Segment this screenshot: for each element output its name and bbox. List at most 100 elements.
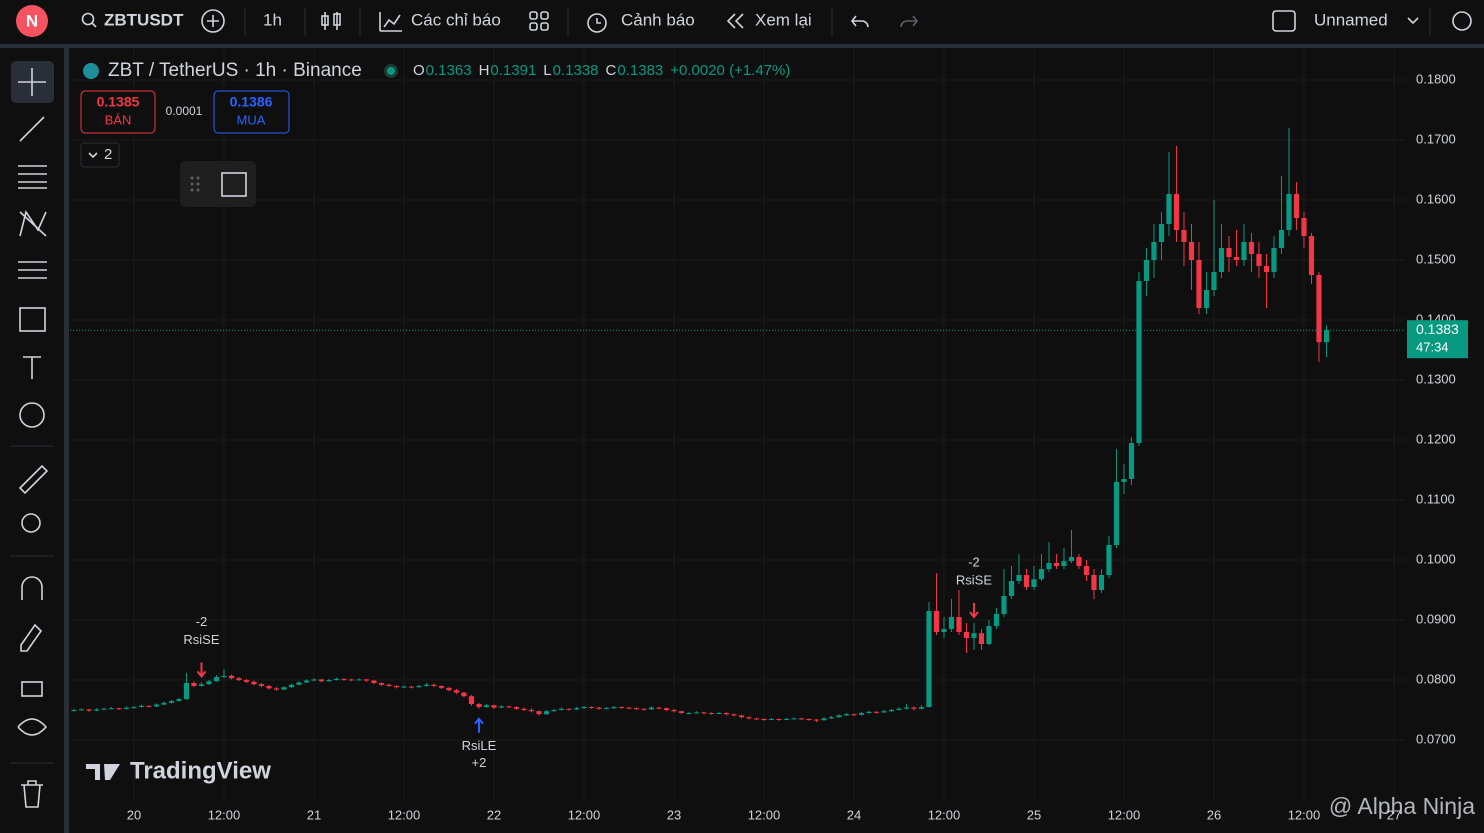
signal-label: -2 — [968, 554, 980, 569]
candle-body — [1136, 280, 1142, 443]
symbol-search[interactable]: ZBTUSDT — [81, 10, 184, 29]
buy-button[interactable] — [213, 90, 290, 134]
candle-body — [446, 687, 452, 691]
shape-tool[interactable] — [19, 307, 46, 332]
candle-body — [1241, 241, 1247, 260]
candle-body — [993, 613, 1000, 626]
search-icon — [91, 22, 97, 28]
candle-body — [506, 706, 512, 708]
x-tick-label: 12:00 — [568, 807, 601, 822]
axes: 0.0700 0.0800 0.0900 0.1000 0.1100 0.1200 0.13… — [127, 71, 1468, 822]
pattern-tool[interactable] — [19, 210, 47, 237]
lock-tool[interactable] — [21, 681, 43, 697]
candle-body — [1083, 565, 1090, 575]
add-symbol[interactable] — [201, 9, 225, 33]
sell-button[interactable] — [80, 90, 156, 134]
candle-body — [881, 711, 887, 713]
templates[interactable] — [529, 11, 549, 31]
candle-body — [266, 685, 272, 689]
candle-body — [1188, 241, 1195, 260]
signal-label: -2 — [196, 614, 208, 629]
candle-body — [978, 633, 985, 644]
x-tick-label: 25 — [1027, 807, 1041, 822]
zoom-tool[interactable] — [21, 513, 41, 533]
x-tick-label: 20 — [127, 807, 141, 822]
candle-body — [986, 625, 992, 644]
visibility-tool[interactable] — [17, 718, 48, 736]
candle-body — [1233, 256, 1240, 260]
candle-body — [1301, 217, 1307, 236]
candle-body — [416, 685, 422, 688]
candle-body — [318, 679, 325, 682]
draw-mode-tool[interactable] — [20, 623, 43, 652]
candle-body — [1053, 562, 1060, 566]
candle-body — [1181, 229, 1187, 242]
candle-body — [341, 678, 347, 680]
candle-body — [333, 678, 340, 680]
candle-body — [1166, 193, 1172, 224]
interval[interactable]: 1h — [263, 10, 282, 29]
candle-body — [1061, 561, 1067, 566]
undo[interactable] — [850, 15, 869, 28]
drag-handle[interactable] — [190, 176, 200, 192]
trendline-tool[interactable] — [19, 116, 45, 142]
ohlc-value: 0.1363 — [426, 62, 472, 79]
chart-type-icon — [321, 15, 329, 26]
templates-icon — [540, 22, 549, 31]
candle-body — [911, 707, 917, 709]
prediction-tool[interactable] — [18, 261, 47, 279]
layout-menu[interactable] — [1407, 17, 1419, 25]
candle-body — [521, 708, 527, 710]
candle-body — [1323, 330, 1330, 343]
candle-body — [161, 702, 167, 705]
candle-body — [1076, 556, 1082, 566]
layout-name[interactable]: Unnamed — [1314, 10, 1388, 29]
magnet-tool[interactable] — [21, 576, 43, 600]
candle-body — [236, 678, 242, 680]
candle-body — [573, 708, 580, 710]
redo[interactable] — [900, 15, 919, 28]
candle-body — [281, 687, 287, 690]
candle-body — [566, 708, 572, 710]
collapse-button[interactable] — [80, 142, 120, 168]
candle-body — [738, 715, 745, 718]
search-icon — [81, 12, 95, 26]
candle-body — [363, 679, 370, 681]
emoji-tool[interactable] — [19, 402, 45, 428]
alerts[interactable]: Cảnh báo — [621, 10, 695, 29]
watermark: TradingView — [130, 757, 271, 784]
symbol-icon — [83, 63, 99, 79]
ruler-tool[interactable] — [18, 464, 49, 495]
candles — [71, 127, 1330, 722]
left-divider — [64, 48, 69, 833]
candle-body — [828, 717, 835, 719]
indicators[interactable]: Các chỉ báo — [411, 10, 501, 29]
fib-tool[interactable] — [18, 165, 47, 189]
candle-body — [918, 706, 925, 709]
rectangle-tool[interactable] — [221, 172, 247, 197]
logo[interactable] — [16, 5, 48, 37]
candle-body — [663, 708, 670, 710]
replay[interactable]: Xem lại — [755, 10, 812, 29]
text-tool[interactable] — [23, 356, 41, 379]
signal-arrow — [474, 717, 484, 733]
quick-search[interactable] — [1452, 11, 1472, 31]
candle-body — [791, 718, 797, 720]
delete-tool[interactable] — [21, 780, 43, 808]
left-toolbar — [0, 48, 64, 833]
candle-body — [633, 708, 640, 710]
candle-body — [626, 707, 632, 709]
sell-label: BÁN — [105, 112, 132, 127]
candle-body — [176, 699, 182, 701]
market-status-dot — [387, 67, 395, 75]
candle-body — [896, 708, 902, 710]
x-tick-label: 26 — [1207, 807, 1221, 822]
candle-body — [1248, 241, 1255, 254]
candle-body — [206, 681, 212, 685]
candle-body — [498, 706, 505, 708]
candle-body — [1128, 442, 1135, 479]
y-tick-label: 0.1600 — [1416, 191, 1456, 206]
signal-label: RsiLE — [462, 738, 497, 753]
chart-type[interactable] — [324, 12, 338, 30]
crosshair-tool[interactable] — [18, 68, 46, 96]
